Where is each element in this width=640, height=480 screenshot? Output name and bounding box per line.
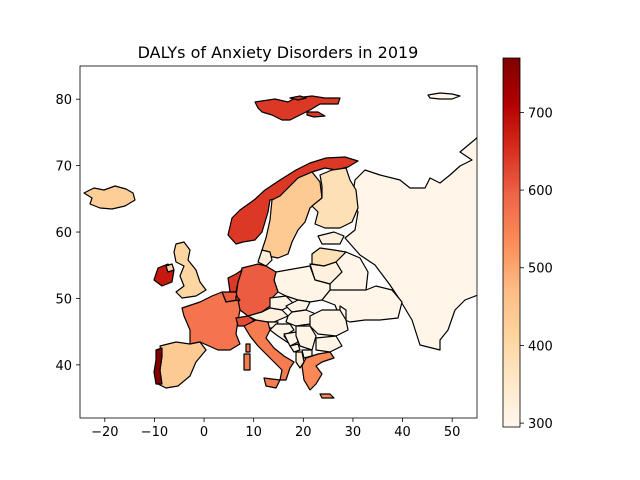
x-axis-ticks: −20 −10 0 10 20 30 40 50 (91, 418, 460, 440)
colorbar-ticks: 300 400 500 600 700 (520, 106, 553, 432)
colorbar-tick-label: 400 (528, 339, 553, 354)
map-axes: −20 −10 0 10 20 30 40 50 40 50 60 70 80 (55, 65, 478, 440)
region-sweden (261, 171, 323, 259)
region-svalbard (254, 95, 341, 121)
x-tick-label: −10 (141, 425, 168, 440)
region-italy (243, 319, 295, 381)
colorbar-tick-label: 600 (528, 184, 553, 199)
x-tick-label: 30 (345, 425, 362, 440)
region-spain (157, 341, 207, 389)
x-tick-label: 10 (245, 425, 262, 440)
x-tick-label: 50 (444, 425, 461, 440)
colorbar-tick-label: 500 (528, 262, 553, 277)
region-bulgaria (315, 335, 343, 353)
region-estonia (317, 231, 345, 245)
y-tick-label: 60 (55, 226, 72, 241)
region-italy-sicily (263, 377, 281, 389)
y-tick-label: 70 (55, 160, 72, 175)
colorbar-tick-label: 300 (528, 417, 553, 432)
region-svalbard-3 (289, 95, 307, 101)
region-united-kingdom (173, 241, 207, 299)
map-area (83, 92, 477, 399)
colorbar: 300 400 500 600 700 (502, 57, 553, 432)
region-greece (301, 351, 335, 391)
x-tick-label: 40 (394, 425, 411, 440)
y-tick-label: 80 (55, 93, 72, 108)
region-slovakia (285, 299, 311, 313)
region-denmark (257, 249, 273, 267)
region-france (181, 291, 241, 351)
map-title: DALYs of Anxiety Disorders in 2019 (138, 43, 419, 62)
x-tick-label: 20 (295, 425, 312, 440)
region-greece-crete (319, 393, 335, 399)
y-axis-ticks: 40 50 60 70 80 (55, 93, 80, 374)
region-romania (309, 309, 349, 337)
region-russia (344, 137, 477, 351)
region-italy-sardinia (243, 353, 251, 371)
region-svalbard-2 (306, 111, 326, 118)
colorbar-tick-label: 700 (528, 106, 553, 121)
region-montenegro (289, 343, 301, 353)
region-united-kingdom-ni (165, 263, 175, 273)
region-iceland (83, 185, 136, 210)
region-france-corsica (245, 343, 251, 353)
region-portugal (153, 347, 163, 385)
y-tick-label: 40 (55, 359, 72, 374)
x-tick-label: −20 (91, 425, 118, 440)
region-finland (311, 167, 359, 229)
x-tick-label: 0 (200, 425, 208, 440)
y-tick-label: 50 (55, 292, 72, 307)
region-russia-coast (427, 92, 461, 100)
